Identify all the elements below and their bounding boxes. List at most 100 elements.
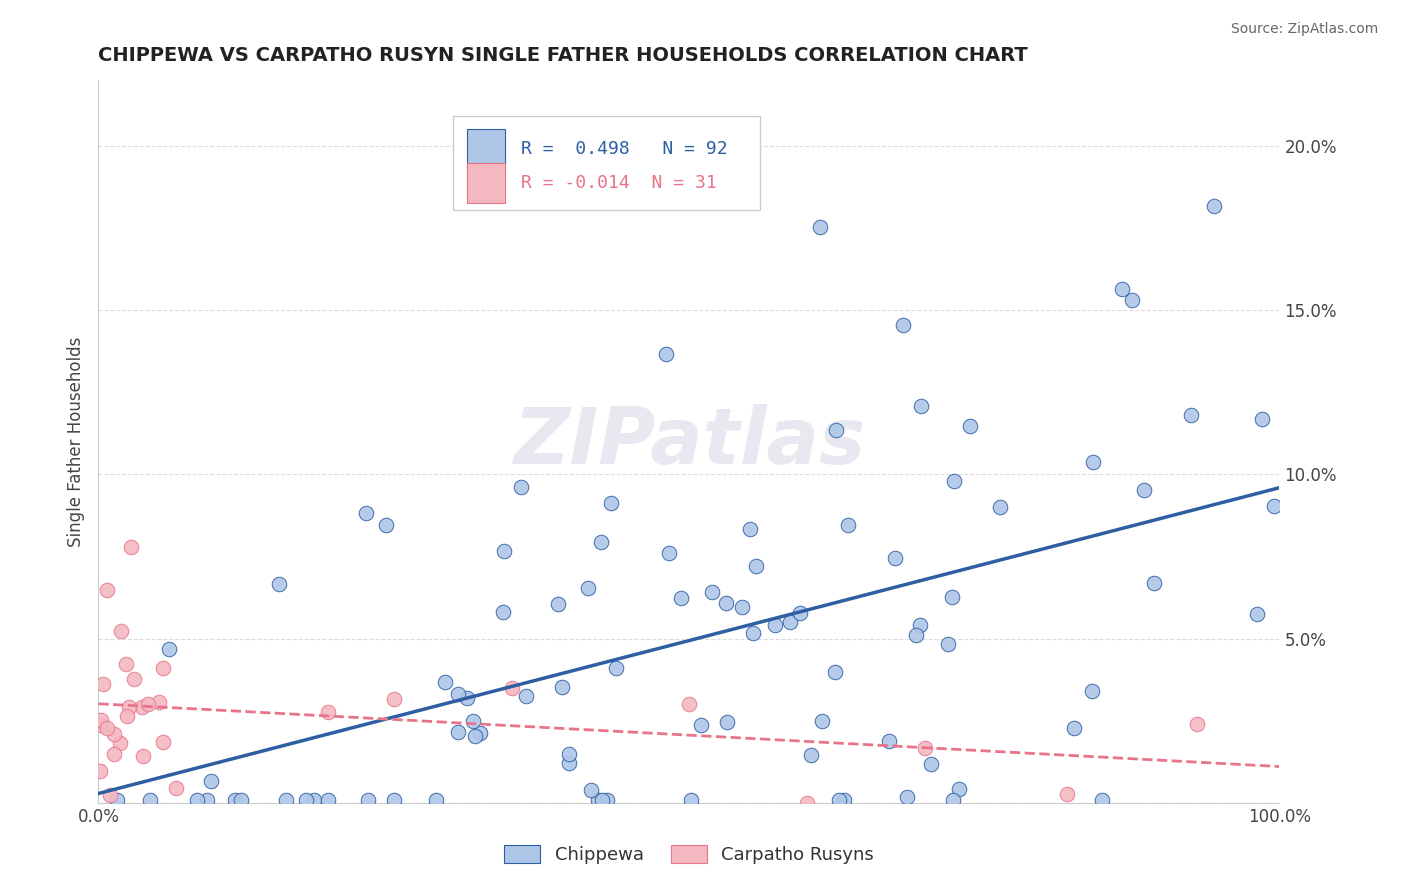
Point [229,792,252,806]
Point [700,585,723,599]
Point [763,618,786,632]
Point [943,474,966,488]
Point [139,792,162,806]
Point [114,657,136,671]
Point [557,747,579,761]
Point [658,546,681,560]
Point [1083,455,1105,469]
Point [375,517,398,532]
Point [515,689,537,703]
Point [547,597,569,611]
Point [936,636,959,650]
Y-axis label: Single Father Households: Single Father Households [67,336,86,547]
Point [910,399,932,413]
FancyBboxPatch shape [453,117,759,211]
Point [357,792,380,806]
Point [811,714,834,729]
Point [596,792,619,806]
Point [800,747,823,762]
Point [269,577,291,591]
Point [745,559,768,574]
Point [1121,293,1143,307]
Point [716,714,738,729]
Point [828,792,851,806]
Point [132,748,155,763]
Point [107,792,129,806]
Point [779,615,801,630]
Point [877,734,900,748]
Point [678,698,700,712]
Point [1111,282,1133,296]
Point [1263,499,1285,513]
Point [224,792,246,806]
Point [808,219,831,234]
Point [110,624,132,639]
Point [1091,792,1114,806]
Point [122,672,145,686]
Point [1063,721,1085,735]
Point [90,718,112,732]
Bar [467,163,505,203]
Point [157,642,180,657]
Point [557,756,579,771]
Point [501,681,523,696]
Point [456,691,478,706]
Point [195,792,218,806]
Point [509,480,531,494]
Point [302,792,325,806]
Point [89,713,111,727]
Point [1056,787,1078,801]
Point [579,783,602,797]
Point [165,780,187,795]
Point [110,736,132,750]
Point [1202,199,1225,213]
Point [837,517,859,532]
Point [294,792,316,806]
Point [690,718,713,732]
Point [434,674,457,689]
Point [276,792,298,806]
Point [136,698,159,712]
Text: Source: ZipAtlas.com: Source: ZipAtlas.com [1230,22,1378,37]
Point [904,627,927,641]
Point [382,692,405,706]
Text: R =  0.498   N = 92: R = 0.498 N = 92 [522,139,728,158]
Bar [467,128,505,169]
Point [96,582,118,597]
Point [716,596,738,610]
Point [942,792,965,806]
Point [1081,683,1104,698]
Point [824,665,846,679]
Point [681,792,703,806]
Point [186,792,208,806]
Point [550,680,572,694]
Point [464,730,486,744]
Point [200,773,222,788]
Point [131,700,153,714]
Point [1246,607,1268,622]
Point [120,540,142,554]
Point [920,756,942,771]
Point [96,721,118,735]
Point [896,789,918,804]
Point [152,735,174,749]
Point [671,591,693,605]
Point [118,699,141,714]
Point [447,725,470,739]
Point [825,423,848,437]
Point [98,788,121,802]
Text: CHIPPEWA VS CARPATHO RUSYN SINGLE FATHER HOUSEHOLDS CORRELATION CHART: CHIPPEWA VS CARPATHO RUSYN SINGLE FATHER… [98,45,1028,65]
Point [655,347,678,361]
Text: R = -0.014  N = 31: R = -0.014 N = 31 [522,174,717,193]
Point [605,661,627,675]
Point [832,792,855,806]
Point [941,590,963,604]
Point [742,626,765,640]
Point [89,764,111,778]
Point [591,535,613,549]
Point [1180,409,1202,423]
Point [908,618,931,632]
Point [796,796,818,810]
Point [731,600,754,615]
Point [988,500,1011,514]
